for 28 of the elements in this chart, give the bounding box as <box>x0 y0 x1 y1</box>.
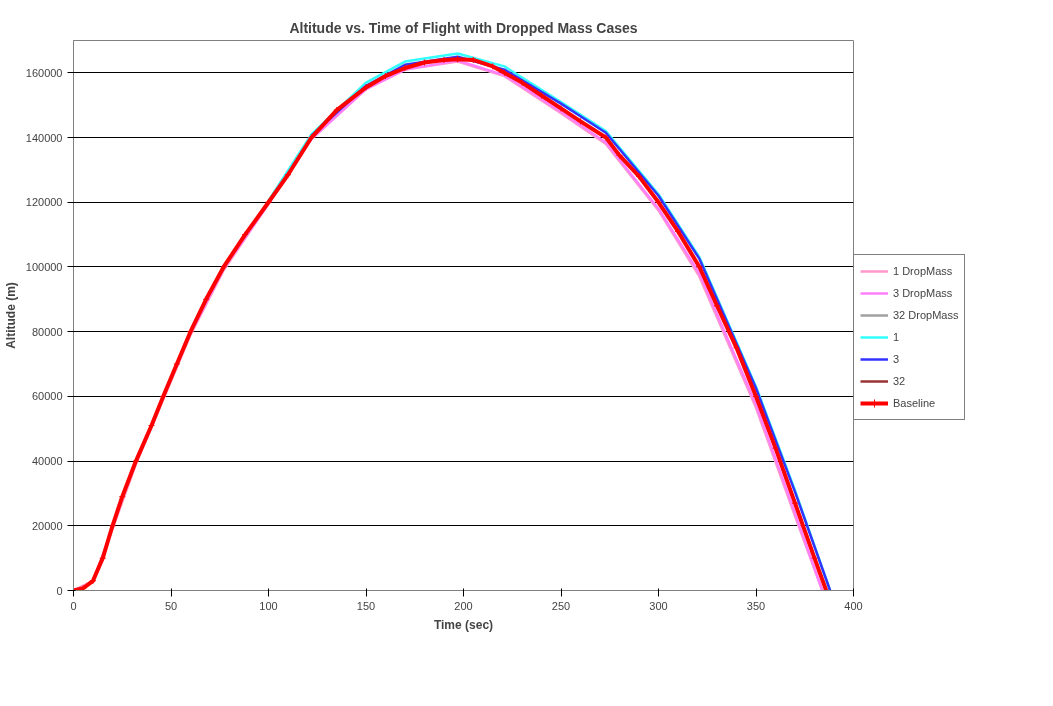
x-tick-label: 250 <box>551 599 571 612</box>
x-tick-label: 150 <box>356 599 376 612</box>
y-axis-title: Altitude (m) <box>3 282 18 349</box>
legend-label: 1 <box>893 331 901 343</box>
legend-label: 3 <box>893 353 901 365</box>
y-tick-label: 140000 <box>25 131 63 144</box>
x-tick-label: 400 <box>844 599 863 612</box>
x-tick-label: 350 <box>746 599 766 612</box>
y-tick-label: 0 <box>56 584 63 597</box>
legend-label: Baseline <box>893 397 936 409</box>
legend-label: 32 <box>893 375 907 387</box>
y-tick-label: 40000 <box>31 455 63 468</box>
legend-label: 32 DropMass <box>893 309 959 321</box>
x-tick-label: 200 <box>454 599 473 612</box>
legend-label: 3 DropMass <box>893 287 953 299</box>
x-tick-label: 50 <box>164 599 178 612</box>
y-tick-label: 160000 <box>25 66 63 79</box>
y-tick-label: 120000 <box>25 196 63 209</box>
chart-title: Altitude vs. Time of Flight with Dropped Mass Cases <box>289 19 638 36</box>
y-tick-label: 60000 <box>31 390 63 403</box>
legend-label: 1 DropMass <box>893 265 953 277</box>
x-tick-label: 300 <box>649 599 668 612</box>
x-axis-title: Time (sec) <box>433 617 494 632</box>
y-tick-label: 100000 <box>25 260 63 273</box>
x-tick-label: 100 <box>259 599 278 612</box>
x-tick-label: 0 <box>70 599 77 612</box>
y-tick-label: 80000 <box>31 325 63 338</box>
y-tick-label: 20000 <box>31 519 63 532</box>
